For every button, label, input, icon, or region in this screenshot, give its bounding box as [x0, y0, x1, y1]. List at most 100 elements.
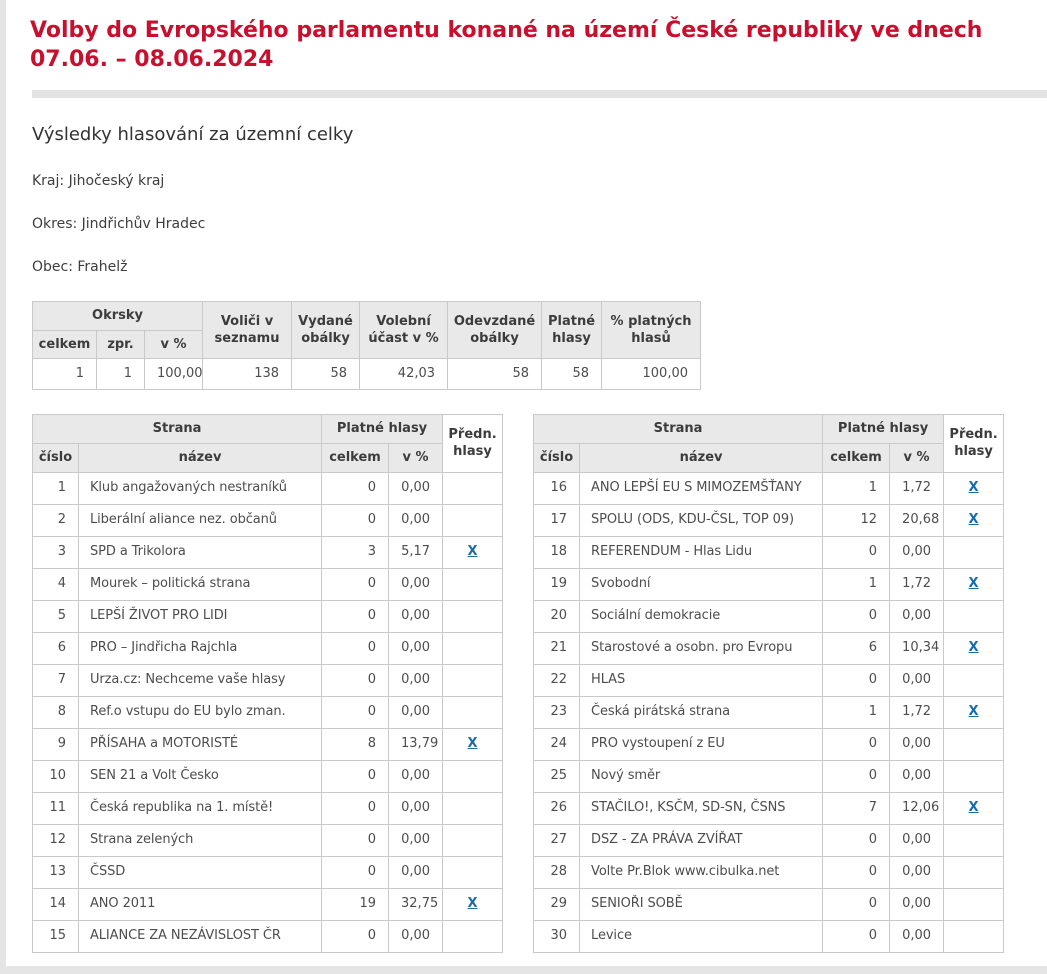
party-percent-cell: 1,72: [889, 471, 945, 505]
party-percent-cell: 0,00: [889, 599, 945, 633]
party-votes-cell: 0: [822, 727, 891, 761]
party-name-cell: REFERENDUM - Hlas Lidu: [579, 535, 824, 569]
party-votes-cell: 12: [822, 503, 891, 537]
party-row: 14 ANO 2011 19 32,75 X: [32, 887, 504, 921]
pref-votes-link[interactable]: X: [968, 703, 979, 719]
pref-votes-link[interactable]: X: [968, 479, 979, 495]
party-percent-cell: 0,00: [388, 695, 444, 729]
party-row: 1 Klub angažovaných nestraníků 0 0,00: [32, 471, 504, 505]
party-votes-cell: 1: [822, 567, 891, 601]
party-votes-cell: 0: [321, 663, 390, 697]
party-row: 4 Mourek – politická strana 0 0,00: [32, 567, 504, 601]
party-pref-cell: [943, 855, 1005, 889]
odevzdane-obalky-value: 58: [447, 358, 543, 391]
party-percent-cell: 0,00: [388, 855, 444, 889]
obec-label: Obec:: [32, 259, 73, 276]
party-number-cell: 20: [533, 599, 581, 633]
party-pref-cell: [442, 599, 504, 633]
party-percent-cell: 0,00: [889, 535, 945, 569]
platne-hlasy-value: 58: [541, 358, 603, 391]
party-row: 22 HLAS 0 0,00: [533, 663, 1005, 697]
party-number-cell: 24: [533, 727, 581, 761]
party-pref-cell: [442, 759, 504, 793]
party-name-cell: ANO LEPŠÍ EU S MIMOZEMŠŤANY: [579, 471, 824, 505]
party-percent-cell: 0,00: [388, 599, 444, 633]
party-number-cell: 6: [32, 631, 79, 665]
party-row: 19 Svobodní 1 1,72 X: [533, 567, 1005, 601]
party-name-cell: ANO 2011: [77, 887, 323, 921]
party-pref-cell: X: [442, 535, 504, 569]
pref-votes-link[interactable]: X: [968, 639, 979, 655]
region-obec: Obec: Frahelž: [32, 260, 1047, 274]
party-number-cell: 2: [32, 503, 79, 537]
party-name-cell: Svobodní: [579, 567, 824, 601]
party-number-cell: 12: [32, 823, 79, 857]
party-name-cell: HLAS: [579, 663, 824, 697]
party-row: 7 Urza.cz: Nechceme vaše hlasy 0 0,00: [32, 663, 504, 697]
party-name-cell: Česká republika na 1. místě!: [77, 791, 323, 825]
party-name-cell: Mourek – politická strana: [77, 567, 323, 601]
party-votes-cell: 6: [822, 631, 891, 665]
party-percent-cell: 0,00: [388, 503, 444, 537]
party-header-row-1: Strana Platné hlasy Předn. hlasy: [533, 414, 1005, 473]
party-name-cell: Ref.o vstupu do EU bylo zman.: [77, 695, 323, 729]
celkem-header: celkem: [321, 442, 390, 473]
pref-votes-link[interactable]: X: [467, 895, 478, 911]
party-header-row-1: Strana Platné hlasy Předn. hlasy: [31, 414, 504, 473]
party-votes-cell: 1: [822, 471, 891, 505]
party-number-cell: 4: [32, 567, 79, 601]
summary-header-row-1: Okrsky Voliči v seznamu Vydané obálky Vo…: [31, 301, 702, 360]
volici-header: Voliči v seznamu: [202, 301, 293, 360]
party-name-cell: PŘÍSAHA a MOTORISTÉ: [77, 727, 323, 761]
party-percent-cell: 1,72: [889, 567, 945, 601]
party-row: 20 Sociální demokracie 0 0,00: [533, 599, 1005, 633]
party-name-cell: SPD a Trikolora: [77, 535, 323, 569]
party-number-cell: 30: [533, 919, 581, 953]
party-votes-cell: 0: [321, 855, 390, 889]
okrsky-zpr-value: 1: [96, 358, 145, 391]
party-tables-row: Strana Platné hlasy Předn. hlasy číslo n…: [31, 414, 1047, 953]
party-number-cell: 7: [32, 663, 79, 697]
party-number-cell: 15: [32, 919, 79, 953]
party-pref-cell: [943, 663, 1005, 697]
party-number-cell: 25: [533, 759, 581, 793]
party-pref-cell: [442, 471, 504, 505]
summary-header-row-2: celkem zpr. v %: [32, 329, 701, 360]
party-name-cell: Urza.cz: Nechceme vaše hlasy: [77, 663, 323, 697]
party-table-left: Strana Platné hlasy Předn. hlasy číslo n…: [31, 414, 504, 953]
party-pref-cell: [943, 887, 1005, 921]
party-name-cell: Česká pirátská strana: [579, 695, 824, 729]
party-pref-cell: [442, 919, 504, 953]
party-pref-cell: X: [943, 567, 1005, 601]
party-header-row-2: číslo název celkem v %: [32, 442, 503, 473]
pref-votes-link[interactable]: X: [968, 575, 979, 591]
party-row: 2 Liberální aliance nez. občanů 0 0,00: [32, 503, 504, 537]
party-name-cell: Volte Pr.Blok www.cibulka.net: [579, 855, 824, 889]
party-name-cell: SENIOŘI SOBĚ: [579, 887, 824, 921]
party-percent-cell: 0,00: [388, 791, 444, 825]
party-row: 29 SENIOŘI SOBĚ 0 0,00: [533, 887, 1005, 921]
pref-votes-link[interactable]: X: [467, 735, 478, 751]
party-number-cell: 3: [32, 535, 79, 569]
pref-votes-link[interactable]: X: [968, 799, 979, 815]
party-row: 28 Volte Pr.Blok www.cibulka.net 0 0,00: [533, 855, 1005, 889]
party-percent-cell: 13,79: [388, 727, 444, 761]
okrsky-zpr-header: zpr.: [96, 329, 145, 360]
party-row: 26 STAČILO!, KSČM, SD-SN, ČSNS 7 12,06 X: [533, 791, 1005, 825]
strana-header: Strana: [31, 414, 323, 444]
party-percent-cell: 0,00: [388, 567, 444, 601]
pref-votes-link[interactable]: X: [467, 543, 478, 559]
party-name-cell: ALIANCE ZA NEZÁVISLOST ČR: [77, 919, 323, 953]
party-pref-cell: X: [943, 631, 1005, 665]
party-row: 27 DSZ - ZA PRÁVA ZVÍŘAT 0 0,00: [533, 823, 1005, 857]
party-pref-cell: [943, 727, 1005, 761]
predn-hlasy-header: Předn. hlasy: [442, 414, 504, 473]
party-name-cell: SEN 21 a Volt Česko: [77, 759, 323, 793]
party-number-cell: 16: [533, 471, 581, 505]
summary-data-row: 1 1 100,00 138 58 42,03 58 58 100,00: [32, 358, 702, 391]
party-number-cell: 29: [533, 887, 581, 921]
pref-votes-link[interactable]: X: [968, 511, 979, 527]
party-name-cell: Starostové a osobn. pro Evropu: [579, 631, 824, 665]
party-votes-cell: 0: [321, 631, 390, 665]
party-row: 5 LEPŠÍ ŽIVOT PRO LIDI 0 0,00: [32, 599, 504, 633]
